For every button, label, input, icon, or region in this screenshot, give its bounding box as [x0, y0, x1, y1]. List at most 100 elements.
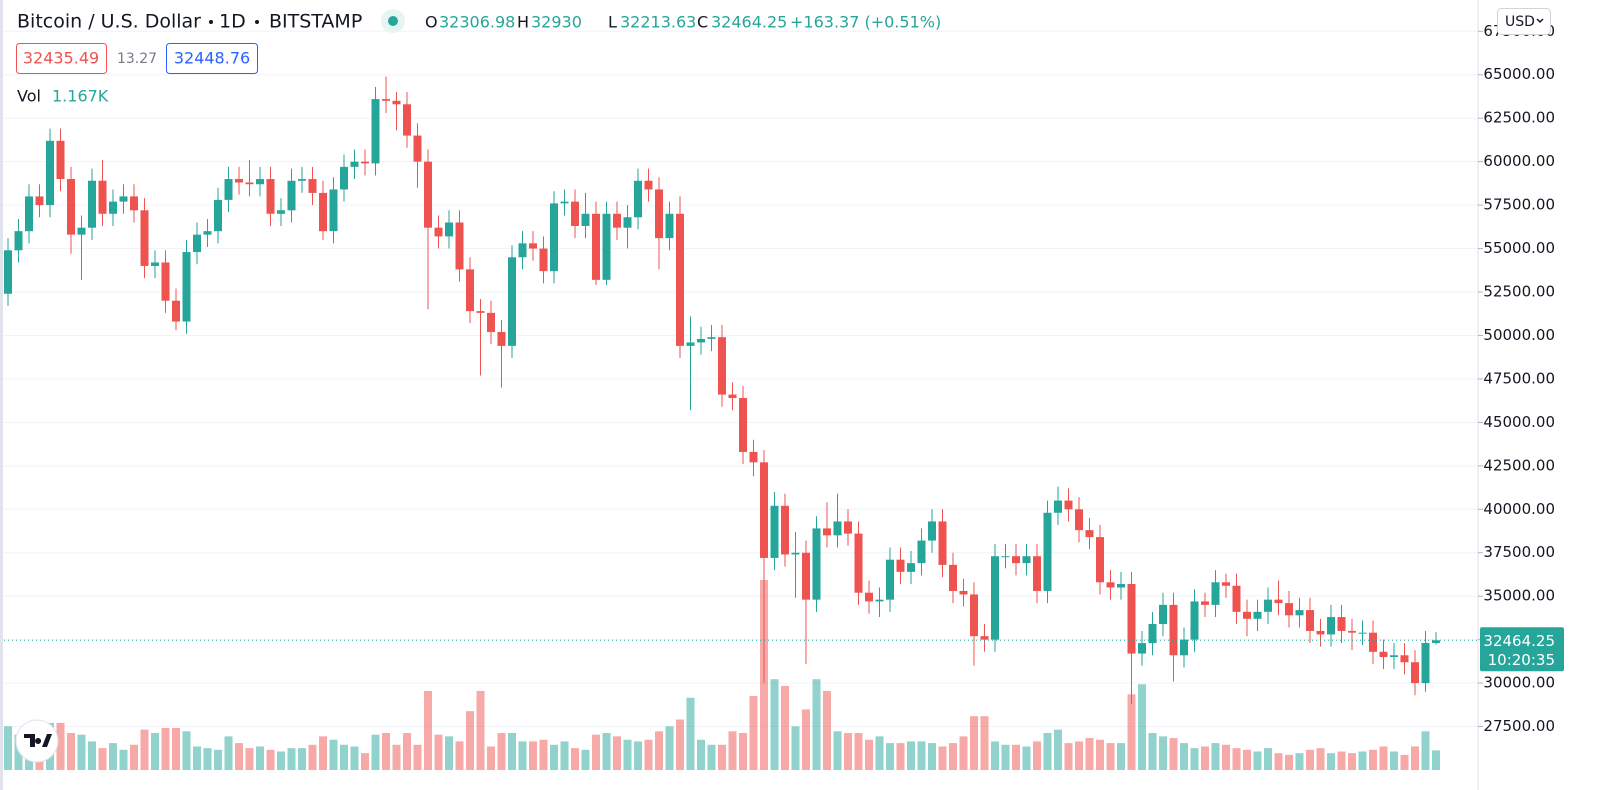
volume-bar: [865, 739, 873, 770]
volume-bar: [214, 749, 222, 770]
volume-layer: [4, 580, 1440, 770]
candle-body: [1085, 530, 1094, 538]
candle-body: [277, 210, 285, 214]
volume-bar: [1222, 744, 1230, 770]
candle-body: [203, 231, 212, 235]
volume-bar: [1043, 733, 1052, 770]
candle-body: [707, 337, 716, 339]
candle-body: [623, 217, 632, 228]
candle-body: [938, 521, 947, 565]
candle-body: [424, 161, 432, 228]
logo-mark: [24, 734, 52, 747]
candle-body: [1243, 611, 1251, 619]
volume-bar: [529, 741, 537, 770]
candle-body: [1054, 500, 1062, 513]
candle-body: [1012, 556, 1020, 564]
candle-body: [1222, 582, 1230, 586]
logo[interactable]: [15, 719, 59, 763]
candle-body: [1180, 639, 1188, 656]
candle-body: [634, 180, 642, 218]
candle-body: [917, 540, 926, 564]
candle-body: [1106, 582, 1115, 588]
volume-bar: [151, 733, 159, 770]
volume-bar: [130, 744, 138, 770]
volume-bar: [1138, 684, 1146, 770]
bid: 32435.49: [23, 49, 99, 68]
volume-bar: [298, 748, 306, 770]
volume-bar: [550, 744, 558, 770]
volume-bar: [602, 733, 611, 770]
candle-body: [1096, 537, 1104, 583]
y-tick-label: 27500.00: [1483, 717, 1555, 735]
volume-bar: [140, 729, 149, 770]
candle-body: [77, 227, 86, 235]
candle-body: [812, 528, 821, 600]
y-tick-label: 62500.00: [1483, 109, 1555, 127]
candle-body: [1169, 604, 1178, 656]
volume-bar: [707, 744, 716, 770]
volume-bar: [1358, 751, 1367, 770]
volume-bar: [980, 716, 989, 770]
candle-body: [266, 179, 275, 214]
candle-body: [413, 135, 422, 162]
volume-bar: [98, 748, 107, 770]
candle-body: [172, 300, 180, 322]
volume-bar: [875, 736, 884, 770]
symbol-title: Bitcoin / U.S. Dollar: [17, 11, 201, 33]
candle-body: [140, 210, 149, 266]
volume-bar: [88, 741, 96, 770]
ohlc-label: H: [517, 13, 529, 32]
volume-bar: [1022, 746, 1031, 770]
candle-body: [686, 342, 695, 346]
volume-bar: [109, 743, 117, 770]
bid-box[interactable]: [16, 43, 107, 74]
candle-body: [434, 227, 443, 237]
ask: 32448.76: [174, 49, 250, 68]
candle-body: [518, 243, 527, 258]
volume-bar: [1159, 736, 1167, 770]
candle-body: [1043, 512, 1052, 591]
volume-bar: [791, 726, 800, 770]
candle-body: [991, 556, 999, 640]
last-price-box: [1480, 627, 1564, 672]
volume-bar: [581, 749, 590, 770]
candle-body: [1348, 630, 1356, 633]
volume-bar: [424, 690, 432, 770]
candle-body: [88, 180, 96, 228]
volume-bar: [508, 733, 516, 770]
currency-box[interactable]: [1497, 8, 1551, 35]
volume-bar: [686, 697, 695, 770]
ohlc-label: L: [608, 13, 617, 32]
candle-body: [14, 231, 23, 251]
currency: USD: [1505, 14, 1535, 30]
candle-body: [487, 312, 495, 332]
candle-body: [896, 559, 905, 572]
candle-body: [224, 179, 233, 200]
y-tick-label: 55000.00: [1483, 239, 1555, 257]
y-tick-label: 57500.00: [1483, 196, 1555, 214]
volume-bar: [959, 736, 968, 770]
candle-body: [886, 559, 894, 600]
volume-bar: [382, 733, 390, 770]
volume-bar: [1274, 753, 1283, 770]
candle-body: [844, 521, 852, 534]
candle-body: [46, 140, 54, 206]
volume-bar: [938, 746, 947, 770]
candle-body: [980, 636, 989, 640]
ask-box[interactable]: [166, 43, 258, 74]
volume-bar: [56, 722, 65, 770]
volume-bar: [329, 739, 338, 770]
candle-body: [1295, 610, 1304, 616]
candle-body: [1358, 632, 1367, 634]
candle-body: [760, 462, 768, 558]
chevron: [1536, 18, 1544, 24]
candle-body: [875, 599, 884, 602]
candle-body: [256, 179, 264, 185]
y-tick-label: 47500.00: [1483, 369, 1555, 387]
volume-bar: [287, 748, 296, 770]
volume-bar: [718, 744, 726, 770]
candle-body: [823, 528, 831, 536]
volume-bar: [1096, 739, 1104, 770]
currency-button[interactable]: USD: [1497, 8, 1551, 35]
candle-body: [1253, 611, 1262, 619]
